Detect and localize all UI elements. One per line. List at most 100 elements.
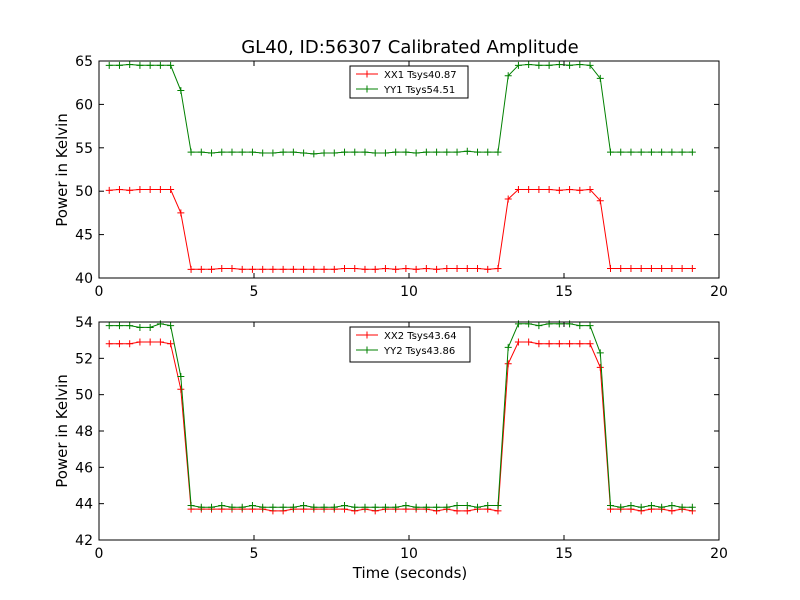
top-series-xx1-point — [617, 264, 625, 272]
top-series-yy1-point — [402, 148, 410, 156]
top-series-yy1-point — [535, 61, 543, 69]
bottom-series-xx2-point — [177, 385, 185, 393]
top-series-yy1-point — [269, 149, 277, 157]
top-legend-marker-yy1 — [363, 85, 371, 93]
top-series-yy1-point — [453, 148, 461, 156]
top-series-yy1-point — [228, 148, 236, 156]
bottom-series-yy2-point — [688, 503, 696, 511]
top-series-yy1-point — [146, 61, 154, 69]
top-series-yy1-point — [514, 61, 522, 69]
top-series-xx1-point — [525, 185, 533, 193]
bottom-ytick-label: 54 — [75, 315, 93, 331]
bottom-ylabel: Power in Kelvin — [53, 374, 71, 488]
top-series-xx1-point — [269, 265, 277, 273]
bottom-series-yy2-point — [126, 322, 134, 330]
bottom-series-group — [105, 320, 696, 515]
top-series-xx1-point — [126, 186, 134, 194]
top-series-xx1-point — [381, 264, 389, 272]
top-series-xx1-point — [218, 264, 226, 272]
top-xtick-label: 15 — [555, 284, 573, 300]
top-series-yy1-point — [197, 148, 205, 156]
top-series-xx1-point — [248, 265, 256, 273]
top-legend: XX1 Tsys40.87 YY1 Tsys54.51 — [349, 65, 469, 99]
top-series-xx1-point — [514, 185, 522, 193]
top-series-yy1-point — [637, 148, 645, 156]
bottom-ytick-label: 46 — [75, 460, 93, 476]
bottom-series-xx2-point — [115, 340, 123, 348]
bottom-xtick-label: 5 — [250, 546, 259, 562]
top-series-xx1-point — [259, 265, 267, 273]
top-series-yy1-point — [279, 148, 287, 156]
bottom-series-xx2-point — [586, 340, 594, 348]
top-series-xx1-point — [678, 264, 686, 272]
top-panel: 0 5 10 15 20 40 45 50 55 60 65 Power in Kelvin XX1… — [53, 54, 728, 300]
bottom-series-yy2-point — [146, 323, 154, 331]
bottom-series-xx2-point — [126, 340, 134, 348]
bottom-legend: XX2 Tsys43.64 YY2 Tsys43.86 — [349, 326, 471, 363]
bottom-series-xx2-point — [514, 338, 522, 346]
bottom-ytick-label: 44 — [75, 497, 93, 513]
top-series-yy1-line — [109, 63, 693, 155]
bottom-series-yy2-point — [412, 503, 420, 511]
top-series-xx1-point — [115, 185, 123, 193]
top-series-xx1-point — [371, 265, 379, 273]
top-series-yy1-point — [259, 149, 267, 157]
top-series-yy1-point — [371, 149, 379, 157]
bottom-ytick-label: 52 — [75, 351, 93, 367]
bottom-series-xx2-point — [525, 338, 533, 346]
bottom-series-xx2-point — [105, 340, 113, 348]
top-series-xx1-point — [668, 264, 676, 272]
bottom-series-yy2-point — [658, 503, 666, 511]
bottom-series-yy2-point — [115, 322, 123, 330]
bottom-series-yy2-point — [668, 501, 676, 509]
bottom-series-xx2-point — [545, 340, 553, 348]
top-series-yy1-point — [443, 148, 451, 156]
bottom-series-yy2-point — [300, 501, 308, 509]
top-series-xx1-point — [167, 185, 175, 193]
bottom-series-yy2-point — [289, 503, 297, 511]
top-series-xx1-point — [474, 264, 482, 272]
top-series-xx1-point — [238, 265, 246, 273]
top-series-xx1-point — [658, 264, 666, 272]
top-series-xx1-point — [289, 265, 297, 273]
top-legend-label-yy1: YY1 Tsys54.51 — [383, 85, 455, 96]
top-series-yy1-point — [330, 149, 338, 157]
bottom-legend-marker-yy2 — [363, 346, 371, 354]
top-series-yy1-point — [678, 148, 686, 156]
top-series-yy1-point — [187, 148, 195, 156]
top-series-xx1-point — [136, 185, 144, 193]
bottom-series-xx2-line — [109, 341, 693, 512]
top-series-yy1-point — [115, 61, 123, 69]
top-ytick-label: 65 — [75, 54, 93, 70]
top-legend-marker-xx1 — [363, 70, 371, 78]
top-series-yy1-point — [545, 61, 553, 69]
bottom-series-xx2-point — [167, 340, 175, 348]
bottom-xtick-label: 0 — [95, 546, 104, 562]
bottom-xlabel: Time (seconds) — [352, 564, 468, 582]
top-series-xx1-point — [433, 265, 441, 273]
bottom-series-yy2-point — [310, 503, 318, 511]
bottom-series-xx2-point — [146, 338, 154, 346]
top-series-xx1-point — [463, 264, 471, 272]
bottom-series-yy2-point — [228, 503, 236, 511]
top-series-xx1-line — [109, 188, 693, 270]
bottom-legend-box — [349, 326, 471, 363]
bottom-series-yy2-point — [208, 503, 216, 511]
top-xtick-label: 5 — [250, 284, 259, 300]
top-legend-label-xx1: XX1 Tsys40.87 — [384, 70, 457, 81]
top-series-xx1-point — [310, 265, 318, 273]
bottom-series-xx2-point — [535, 340, 543, 348]
top-series-xx1-point — [607, 264, 614, 272]
top-series-yy1-point — [412, 149, 420, 157]
bottom-series-yy2-point — [330, 503, 338, 511]
bottom-series-yy2-point — [218, 501, 226, 509]
top-series-yy1-point — [576, 60, 584, 68]
bottom-series-yy2-point — [494, 501, 502, 509]
bottom-series-yy2-point — [259, 503, 267, 511]
bottom-series-yy2-point — [238, 503, 246, 511]
bottom-series-yy2-point — [156, 320, 164, 328]
bottom-series-yy2-point — [596, 349, 604, 357]
bottom-series-yy2-point — [607, 501, 614, 509]
top-series-yy1-point — [105, 61, 113, 69]
